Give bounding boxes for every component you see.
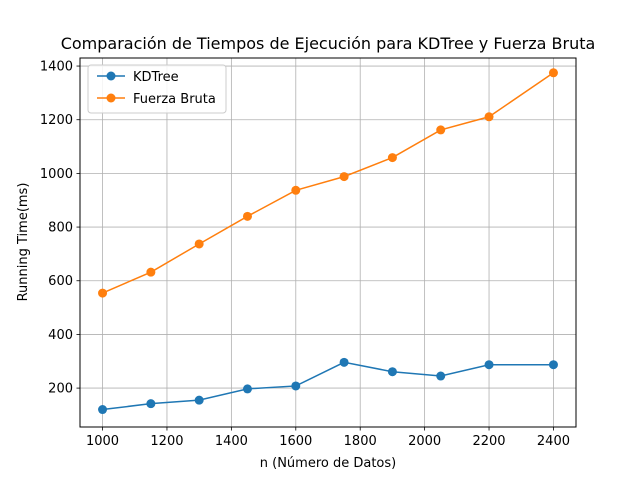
data-point-kdtree xyxy=(484,360,494,370)
chart-title: Comparación de Tiempos de Ejecución para… xyxy=(61,34,596,53)
x-tick-label: 1800 xyxy=(344,434,377,449)
x-tick-label: 2000 xyxy=(408,434,441,449)
data-point-fuerza-bruta xyxy=(242,211,252,221)
y-axis: 200 400 600 800 1000 1200 1400 xyxy=(40,60,80,397)
x-tick-label: 2400 xyxy=(537,434,570,449)
x-tick-label: 1200 xyxy=(150,434,183,449)
legend-label-fuerza-bruta: Fuerza Bruta xyxy=(133,92,216,107)
x-tick-label: 1400 xyxy=(215,434,248,449)
data-point-kdtree xyxy=(242,384,252,394)
x-tick-label: 2200 xyxy=(472,434,505,449)
y-tick-label: 400 xyxy=(48,328,73,343)
data-point-fuerza-bruta xyxy=(387,153,397,163)
data-point-fuerza-bruta xyxy=(484,112,494,122)
data-point-fuerza-bruta xyxy=(194,239,204,249)
legend-marker-fuerza-bruta xyxy=(106,93,116,103)
plot-frame xyxy=(79,57,577,428)
legend-marker-kdtree xyxy=(106,71,116,81)
grid xyxy=(80,58,576,427)
data-point-kdtree xyxy=(194,395,204,405)
y-tick-label: 1400 xyxy=(40,60,73,75)
data-point-fuerza-bruta xyxy=(146,267,156,277)
y-tick-label: 600 xyxy=(48,274,73,289)
x-tick-label: 1000 xyxy=(86,434,119,449)
legend-label-kdtree: KDTree xyxy=(133,70,179,85)
y-axis-label: Running Time(ms) xyxy=(16,183,31,302)
data-point-kdtree xyxy=(436,371,446,381)
data-point-fuerza-bruta xyxy=(339,172,349,182)
y-tick-label: 800 xyxy=(48,221,73,236)
data-point-fuerza-bruta xyxy=(291,185,301,195)
data-point-fuerza-bruta xyxy=(436,125,446,135)
y-tick-label: 1200 xyxy=(40,113,73,128)
y-tick-label: 200 xyxy=(48,382,73,397)
series-line-fuerza-bruta xyxy=(102,72,554,294)
legend: KDTree Fuerza Bruta xyxy=(87,64,227,114)
data-point-fuerza-bruta xyxy=(98,288,108,298)
data-point-kdtree xyxy=(98,405,108,415)
x-tick-label: 1600 xyxy=(279,434,312,449)
legend-box xyxy=(87,64,227,114)
series-layer xyxy=(98,68,558,415)
series-line-kdtree xyxy=(102,361,554,411)
x-axis-label: n (Número de Datos) xyxy=(260,456,396,471)
data-point-kdtree xyxy=(339,357,349,367)
data-point-kdtree xyxy=(548,360,558,370)
data-point-kdtree xyxy=(146,399,156,409)
data-point-kdtree xyxy=(387,367,397,377)
y-tick-label: 1000 xyxy=(40,167,73,182)
x-axis: 1000 1200 1400 1600 1800 2000 2200 2400 xyxy=(86,427,570,449)
data-point-kdtree xyxy=(291,381,301,391)
data-point-fuerza-bruta xyxy=(548,68,558,78)
